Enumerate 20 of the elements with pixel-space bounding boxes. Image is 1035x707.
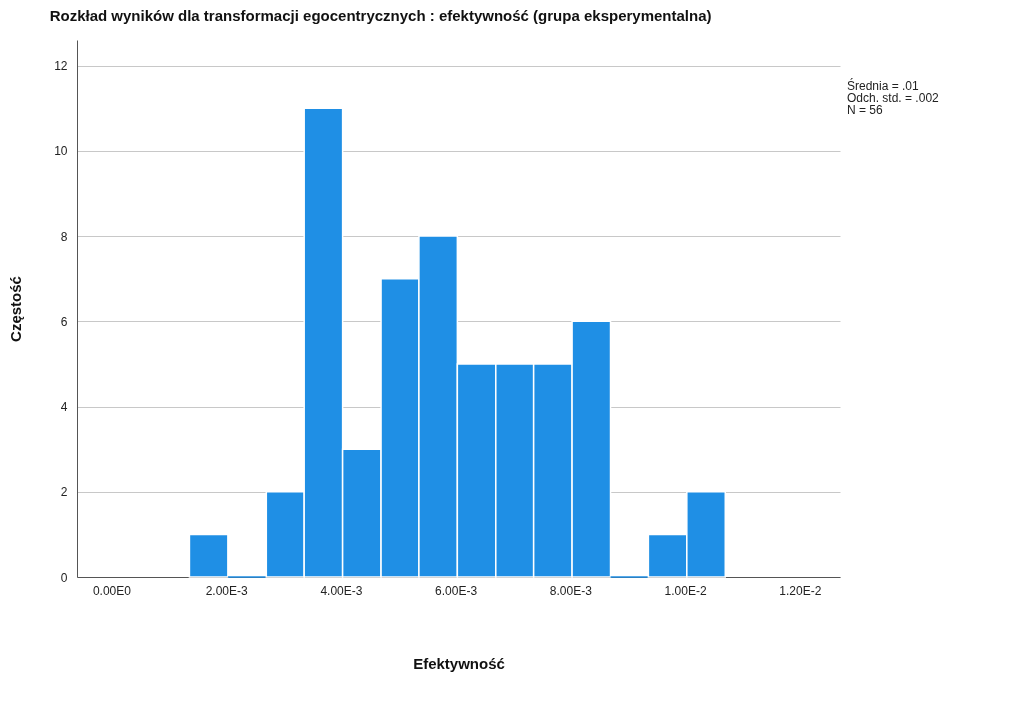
chart-title: Rozkład wyników dla transformacji egocentrycznych : efektywność (grupa eksperymentalna) <box>49 7 712 24</box>
x-tick-label: 1.20E-2 <box>779 583 822 598</box>
x-tick-label: 8.00E-3 <box>549 583 593 598</box>
x-tick-label: 0.00E0 <box>92 583 132 598</box>
y-tick-label: 2 <box>60 485 68 500</box>
x-tick-label: 1.00E-2 <box>664 583 707 598</box>
x-axis-title: Efektywność <box>413 654 505 672</box>
text: N = 56 <box>847 103 884 117</box>
y-tick-label: 0 <box>60 570 68 585</box>
y-tick-label: 12 <box>54 59 68 74</box>
x-tick-label: 2.00E-3 <box>205 583 248 598</box>
y-tick-label: 4 <box>60 400 68 415</box>
text: Średnia = .01 <box>847 79 920 93</box>
x-tick-label: 4.00E-3 <box>320 583 363 598</box>
text: Odch. std. = .002 <box>847 91 939 105</box>
y-tick-label: 6 <box>60 314 68 329</box>
y-tick-label: 8 <box>60 229 68 244</box>
y-axis-title: Częstość <box>7 276 25 342</box>
x-tick-label: 6.00E-3 <box>435 583 478 598</box>
y-tick-label: 10 <box>54 144 68 159</box>
